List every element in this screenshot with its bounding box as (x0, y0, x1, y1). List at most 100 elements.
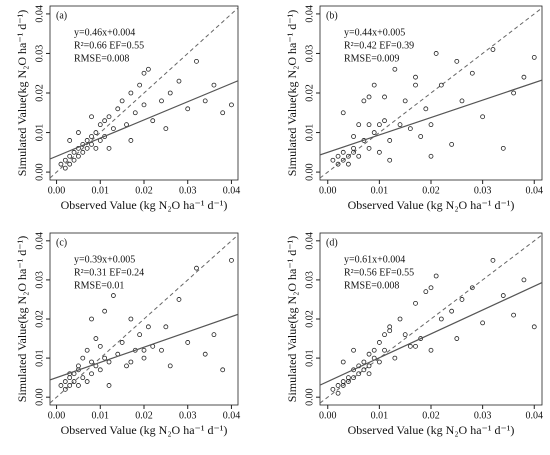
y-tick-label: 0.03 (304, 271, 315, 289)
point (229, 102, 234, 108)
panel-label: (b) (326, 10, 338, 21)
point (202, 98, 208, 104)
x-tick-label: 0.03 (179, 185, 197, 196)
point (387, 138, 393, 143)
annotation: RMSE=0.008 (344, 280, 399, 291)
y-tick-label: 0.01 (304, 124, 315, 142)
point (423, 106, 429, 112)
y-axis-label: Simulated Value(kg N₂O ha⁻¹ d⁻¹) (285, 10, 299, 176)
point (413, 343, 418, 349)
point (371, 130, 377, 135)
x-axis-label: Observed Value (kg N₂O ha⁻¹ d⁻¹) (61, 198, 228, 212)
point (438, 82, 444, 88)
point (423, 289, 429, 295)
fit-line (320, 79, 542, 156)
point (84, 379, 90, 384)
point (371, 347, 377, 353)
point (220, 367, 226, 373)
point (345, 379, 351, 384)
point (62, 379, 68, 384)
point (521, 277, 527, 283)
point (97, 122, 103, 128)
y-axis-label: Simulated Value(kg N₂O ha⁻¹ d⁻¹) (15, 10, 29, 176)
annotation: RMSE=0.009 (344, 53, 399, 64)
point (176, 297, 182, 302)
point (89, 134, 94, 139)
point (335, 153, 341, 159)
point (500, 293, 506, 298)
point (93, 336, 99, 341)
point (418, 336, 424, 341)
point (392, 66, 398, 72)
point (382, 118, 387, 124)
point (413, 300, 418, 306)
one-to-one-line (50, 7, 238, 179)
point (366, 145, 372, 151)
fit-line (320, 282, 542, 386)
point (93, 130, 99, 135)
point (382, 332, 387, 338)
point (340, 110, 346, 116)
x-tick-label: 0.01 (92, 410, 110, 421)
x-tick-label: 0.00 (319, 410, 337, 421)
x-axis-label: Observed Value (kg N₂O ha⁻¹ d⁻¹) (348, 198, 515, 212)
annotation: R²=0.66 EF=0.55 (74, 40, 144, 51)
point (407, 126, 413, 131)
point (62, 157, 68, 163)
y-tick-label: 0.02 (34, 310, 45, 328)
point (194, 265, 199, 271)
x-tick-label: 0.02 (135, 185, 153, 196)
panel-label: (d) (326, 237, 338, 248)
point (128, 138, 134, 143)
point (97, 367, 103, 373)
point (469, 70, 475, 76)
point (119, 98, 125, 104)
point (351, 367, 356, 373)
point (449, 142, 455, 147)
point (340, 359, 346, 365)
point (106, 114, 112, 120)
point (80, 149, 86, 155)
y-tick-label: 0.03 (34, 45, 45, 63)
point (449, 308, 455, 314)
y-tick-label: 0.00 (34, 163, 45, 181)
point (145, 66, 151, 72)
point (220, 110, 226, 116)
point (84, 138, 90, 143)
point (71, 157, 77, 163)
point (110, 126, 116, 131)
point (376, 122, 382, 128)
point (150, 118, 156, 124)
point (454, 58, 460, 64)
point (80, 375, 86, 381)
point (58, 161, 64, 167)
point (490, 257, 496, 263)
x-tick-label: 0.02 (135, 410, 153, 421)
point (80, 355, 86, 361)
annotation: y=0.44x+0.005 (344, 27, 405, 38)
y-tick-label: 0.02 (304, 84, 315, 102)
x-tick-label: 0.01 (92, 185, 110, 196)
y-tick-label: 0.00 (34, 388, 45, 406)
point (128, 316, 134, 322)
point (124, 363, 129, 369)
annotation: y=0.39x+0.005 (74, 254, 135, 265)
point (340, 383, 346, 388)
point (145, 324, 151, 330)
x-tick-label: 0.04 (223, 410, 241, 421)
point (345, 153, 351, 159)
point (356, 122, 362, 128)
point (428, 285, 434, 291)
point (115, 106, 121, 112)
point (62, 386, 68, 392)
fit-line (50, 313, 238, 381)
point (511, 312, 517, 318)
point (159, 347, 164, 353)
point (376, 149, 382, 155)
point (89, 114, 94, 120)
y-tick-label: 0.03 (304, 45, 315, 63)
point (71, 149, 77, 155)
x-tick-label: 0.02 (422, 410, 440, 421)
point (62, 165, 68, 171)
